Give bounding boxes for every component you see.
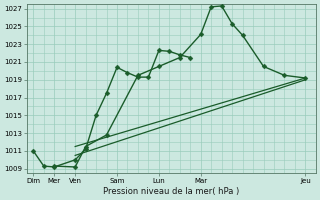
X-axis label: Pression niveau de la mer( hPa ): Pression niveau de la mer( hPa ) bbox=[103, 187, 240, 196]
